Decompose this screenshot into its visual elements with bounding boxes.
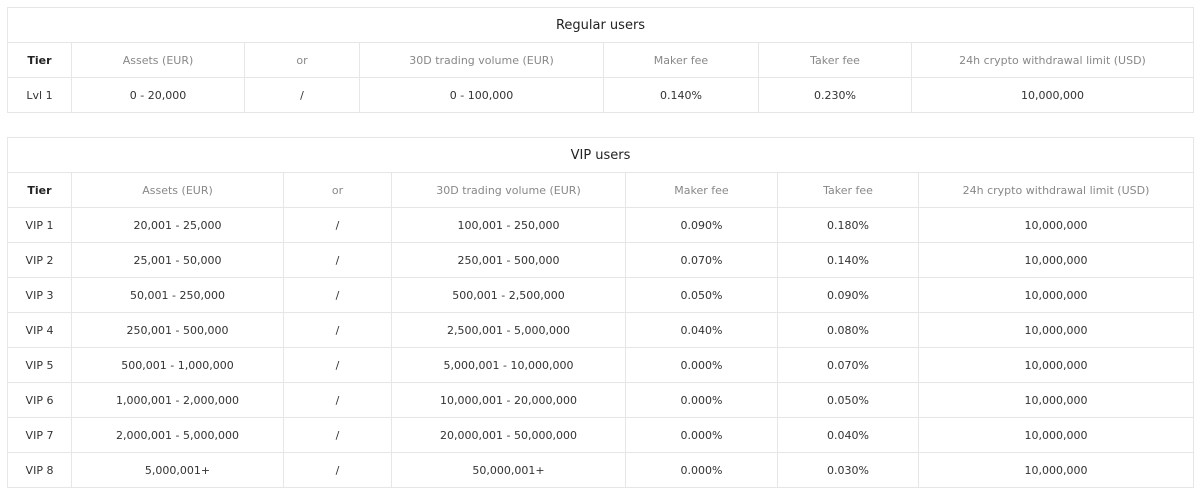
table-cell: VIP 7 [7, 417, 72, 453]
table-cell: 2,000,001 - 5,000,000 [71, 417, 284, 453]
title-row: VIP users [6, 137, 1195, 173]
header-row: Tier Assets (EUR) or 30D trading volume (EU… [7, 172, 1195, 208]
table-cell: 0.090% [777, 277, 919, 313]
column-header: Maker fee [625, 172, 778, 208]
table-row: VIP 3 50,001 - 250,000/500,001 - 2,500,00… [7, 277, 1195, 313]
table-cell: Lvl 1 [7, 77, 72, 113]
table-cell: 0.140% [777, 242, 919, 278]
table-cell: 0.070% [777, 347, 919, 383]
table-cell: / [283, 417, 392, 453]
column-header: Tier [7, 172, 72, 208]
table-cell: 20,000,001 - 50,000,000 [391, 417, 626, 453]
column-header: Taker fee [758, 42, 912, 78]
table-cell: VIP 2 [7, 242, 72, 278]
table-cell: 0 - 100,000 [359, 77, 604, 113]
table-cell: VIP 3 [7, 277, 72, 313]
table-cell: VIP 5 [7, 347, 72, 383]
table-cell: 100,001 - 250,000 [391, 207, 626, 243]
column-header: Taker fee [777, 172, 919, 208]
table-cell: 20,001 - 25,000 [71, 207, 284, 243]
table-cell: 10,000,000 [917, 347, 1195, 383]
table-cell: 10,000,000 [917, 277, 1195, 313]
table-cell: 0 - 20,000 [71, 77, 245, 113]
column-header: 30D trading volume (EUR) [391, 172, 626, 208]
table-cell: VIP 6 [7, 382, 72, 418]
table-cell: 0.000% [625, 417, 778, 453]
table-cell: 500,001 - 1,000,000 [71, 347, 284, 383]
column-header: Tier [7, 42, 72, 78]
table-cell: 0.230% [758, 77, 912, 113]
table-cell: / [283, 242, 392, 278]
table-row: VIP 4 250,001 - 500,000/2,500,001 - 5,000… [7, 312, 1195, 348]
table-cell: 5,000,001+ [71, 452, 284, 488]
table-row: VIP 1 20,001 - 25,000/100,001 - 250,000 0.… [7, 207, 1195, 243]
table-cell: VIP 1 [7, 207, 72, 243]
table-cell: 250,001 - 500,000 [71, 312, 284, 348]
table-cell: 10,000,000 [917, 312, 1195, 348]
table-cell: 0.090% [625, 207, 778, 243]
column-header: Assets (EUR) [71, 172, 284, 208]
table-row: VIP 5 500,001 - 1,000,000/5,000,001 - 10,… [7, 347, 1195, 383]
table-row: VIP 7 2,000,001 - 5,000,000/20,000,001 - … [7, 417, 1195, 453]
table-cell: 10,000,000 [917, 382, 1195, 418]
table-row: VIP 2 25,001 - 50,000/250,001 - 500,000 0.… [7, 242, 1195, 278]
column-header: Maker fee [603, 42, 759, 78]
table-cell: 10,000,000 [917, 242, 1195, 278]
column-header: 24h crypto withdrawal limit (USD) [917, 172, 1195, 208]
table-cell: 0.040% [777, 417, 919, 453]
title-row: Regular users [7, 7, 1194, 43]
table-cell: 5,000,001 - 10,000,000 [391, 347, 626, 383]
table-cell: VIP 4 [7, 312, 72, 348]
table-cell: 0.030% [777, 452, 919, 488]
column-header: or [244, 42, 360, 78]
table-cell: 10,000,000 [911, 77, 1194, 113]
header-row: Tier Assets (EUR) or 30D trading volume (EU… [7, 42, 1194, 78]
table-cell: 10,000,000 [917, 452, 1195, 488]
table-cell: 500,001 - 2,500,000 [391, 277, 626, 313]
column-header: 24h crypto withdrawal limit (USD) [911, 42, 1194, 78]
table-cell: 0.080% [777, 312, 919, 348]
column-header: Assets (EUR) [71, 42, 245, 78]
table-cell: 0.000% [625, 382, 778, 418]
table-cell: 10,000,000 [917, 207, 1195, 243]
regular-table: Regular users Tier Assets (EUR) or 30D tradi… [7, 7, 1194, 113]
table-cell: / [283, 277, 392, 313]
vip-table: VIP users Tier Assets (EUR) or 30D trading v… [6, 137, 1195, 488]
table-cell: 25,001 - 50,000 [71, 242, 284, 278]
table-cell: 50,000,001+ [391, 452, 626, 488]
column-header: or [283, 172, 392, 208]
table-cell: 0.000% [625, 347, 778, 383]
table-row: VIP 6 1,000,001 - 2,000,000/10,000,001 - … [7, 382, 1195, 418]
table-cell: 0.050% [777, 382, 919, 418]
table-cell: 10,000,000 [917, 417, 1195, 453]
table-cell: / [283, 452, 392, 488]
table-row: VIP 8 5,000,001+/50,000,001+ 0.000% 0.030% 1… [7, 452, 1195, 488]
table-title: Regular users [7, 7, 1194, 43]
table-cell: 0.070% [625, 242, 778, 278]
table-cell: / [283, 347, 392, 383]
table-cell: 2,500,001 - 5,000,000 [391, 312, 626, 348]
table-cell: / [244, 77, 360, 113]
table-cell: 0.040% [625, 312, 778, 348]
table-cell: 10,000,001 - 20,000,000 [391, 382, 626, 418]
table-cell: 50,001 - 250,000 [71, 277, 284, 313]
column-header: 30D trading volume (EUR) [359, 42, 604, 78]
table-cell: 250,001 - 500,000 [391, 242, 626, 278]
table-cell: 0.050% [625, 277, 778, 313]
table-title: VIP users [6, 137, 1195, 173]
table-cell: / [283, 312, 392, 348]
table-cell: VIP 8 [7, 452, 72, 488]
table-cell: / [283, 382, 392, 418]
table-cell: 0.140% [603, 77, 759, 113]
table-cell: / [283, 207, 392, 243]
table-cell: 0.180% [777, 207, 919, 243]
table-cell: 0.000% [625, 452, 778, 488]
table-cell: 1,000,001 - 2,000,000 [71, 382, 284, 418]
